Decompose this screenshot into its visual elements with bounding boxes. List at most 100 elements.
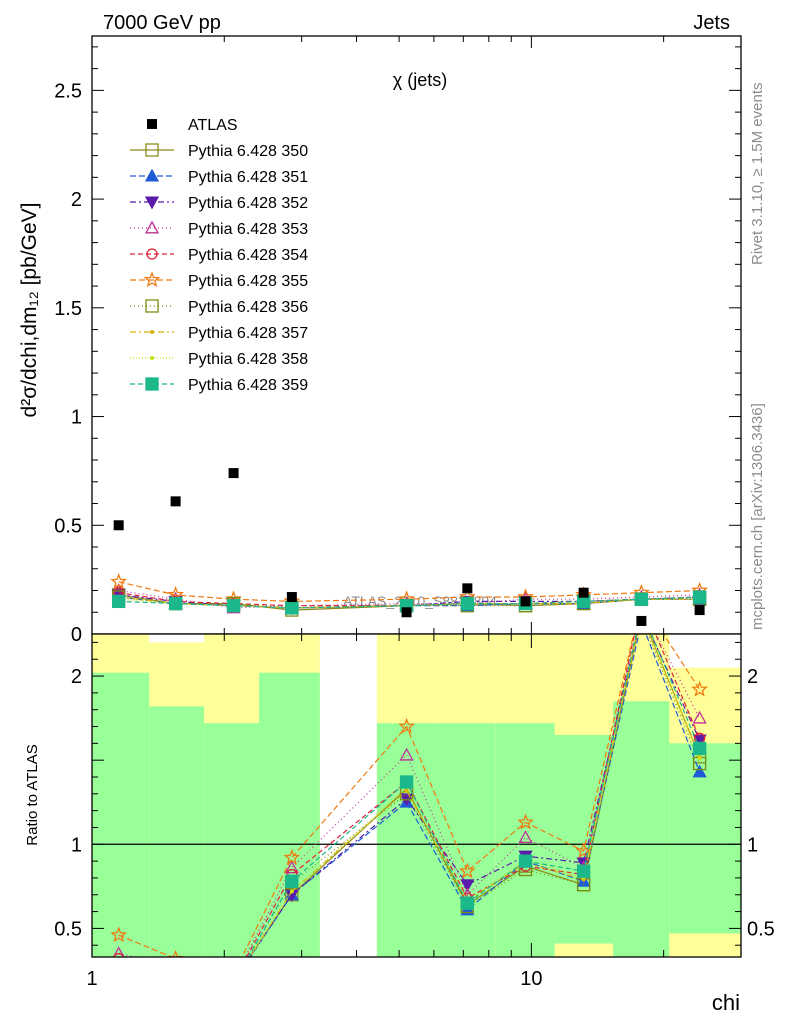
legend-marker [150, 330, 154, 334]
ratio-series-line [118, 634, 701, 957]
mcplots-label: mcplots.cern.ch [arXiv:1306.3436] [749, 403, 766, 630]
legend-label: Pythia 6.428 355 [188, 273, 308, 290]
rivet-version-label: Rivet 3.1.10, ≥ 1.5M events [749, 83, 766, 266]
ratio-series-point [398, 717, 415, 734]
legend-entry-8: Pythia 6.428 358 [130, 351, 308, 368]
ratio-series-point [692, 710, 707, 724]
legend-marker [143, 271, 161, 288]
legend: ATLAS Pythia 6.428 350 Pythia 6.428 351 Pyt… [130, 117, 308, 394]
ratio-series-point [518, 830, 533, 844]
atlas-data-point [228, 468, 239, 479]
main-series-point [634, 592, 649, 606]
ratio-series-point [117, 967, 121, 971]
ratio-series-point [691, 680, 708, 697]
ratio-series-point [228, 976, 240, 987]
ratio-series-point [113, 963, 125, 975]
uncertainty-band-inner [92, 672, 150, 957]
main-series-line [118, 594, 700, 609]
legend-entry-5: Pythia 6.428 355 [130, 271, 308, 290]
ratio-series-point [284, 860, 299, 874]
ratio-series-point [283, 848, 301, 865]
main-series-point [168, 596, 183, 611]
ratio-series-point [174, 974, 178, 978]
legend-marker [145, 143, 159, 157]
uncertainty-band-inner [376, 723, 436, 957]
legend-marker [145, 377, 159, 391]
ratio-series-point [228, 975, 240, 987]
main-panel: χ (jets) ATLAS_2010_S8817804 0 0.5 1 1.5 2 2.5 A… [54, 35, 742, 646]
ratio-series-point [228, 976, 240, 988]
ratio-series-point [460, 879, 475, 892]
ratio-series-line [247, 634, 701, 957]
main-series-point [226, 599, 241, 613]
legend-atlas-marker [147, 119, 157, 129]
main-series-point [460, 596, 475, 611]
legend-label: Pythia 6.428 354 [188, 247, 308, 264]
ratio-series-point [110, 926, 128, 943]
atlas-data-point [170, 496, 181, 507]
ratio-series-point [117, 970, 121, 974]
ratio-series-point [227, 967, 240, 980]
legend-entry-2: Pythia 6.428 352 [130, 195, 308, 212]
ratio-series-group [110, 634, 708, 988]
y-axis-label-ratio: Ratio to ATLAS [24, 744, 41, 845]
uncertainty-band-inner [435, 723, 496, 957]
atlas-data-point [578, 587, 589, 598]
ratio-series-point [232, 982, 236, 986]
main-series-point [112, 594, 126, 609]
atlas-data-point [286, 592, 297, 603]
uncertainty-band-gap [149, 634, 205, 643]
ratio-y-tick-label-right: 0.5 [747, 918, 775, 940]
ratio-series-point [170, 970, 182, 982]
ratio-series-point [458, 862, 476, 879]
uncertainty-band-inner [495, 723, 555, 957]
ratio-series-point [228, 976, 240, 988]
ratio-series-line [118, 634, 701, 957]
atlas-data-point [694, 605, 705, 616]
uncertainty-band-inner [259, 672, 320, 957]
legend-entry-7: Pythia 6.428 357 [130, 325, 308, 342]
ratio-y-tick-label: 1 [71, 834, 82, 856]
ratio-series-point [460, 896, 475, 910]
ratio-series-point [170, 966, 182, 977]
ratio-series-point [517, 813, 534, 830]
ratio-series-point [289, 889, 294, 894]
legend-label: Pythia 6.428 350 [188, 143, 308, 160]
ratio-series-5 [110, 634, 708, 980]
ratio-series-point [285, 874, 299, 888]
legend-entry-9: Pythia 6.428 359 [130, 377, 308, 394]
ratio-series-point [399, 747, 414, 761]
main-y-tick-label: 1.5 [54, 298, 82, 320]
legend-label: Pythia 6.428 352 [188, 195, 308, 212]
atlas-data-point [462, 583, 473, 594]
ratio-series-point [113, 953, 125, 957]
uncertainty-band-inner [669, 743, 741, 934]
ratio-series-point [576, 864, 591, 878]
ratio-series-point [170, 968, 182, 980]
atlas-data-point [636, 615, 647, 626]
ratio-series-point [692, 764, 707, 778]
ratio-series-point [113, 961, 125, 972]
x-axis-label: chi [712, 990, 740, 1015]
ratio-y-tick-label: 2 [71, 666, 82, 688]
atlas-data-point [401, 607, 412, 618]
legend-label: Pythia 6.428 353 [188, 221, 308, 238]
analysis-watermark: ATLAS_2010_S8817804 [343, 593, 497, 609]
main-series-line [118, 581, 700, 603]
ratio-series-9 [170, 634, 707, 988]
legend-marker [144, 168, 160, 182]
ratio-series-point [404, 788, 409, 793]
ratio-series-point [692, 741, 707, 756]
main-y-tick-label: 0.5 [54, 515, 82, 537]
main-plot-area [92, 36, 741, 634]
main-y-tick-label: 1 [71, 407, 82, 429]
main-series-point [285, 601, 299, 615]
main-series-point [692, 590, 707, 604]
main-series-point [110, 573, 128, 589]
ratio-series-line [249, 634, 701, 957]
ratio-series-point [232, 980, 236, 984]
main-plot-title: χ (jets) [393, 70, 447, 90]
ratio-series-point [112, 946, 125, 957]
ratio-series-line [245, 634, 701, 957]
